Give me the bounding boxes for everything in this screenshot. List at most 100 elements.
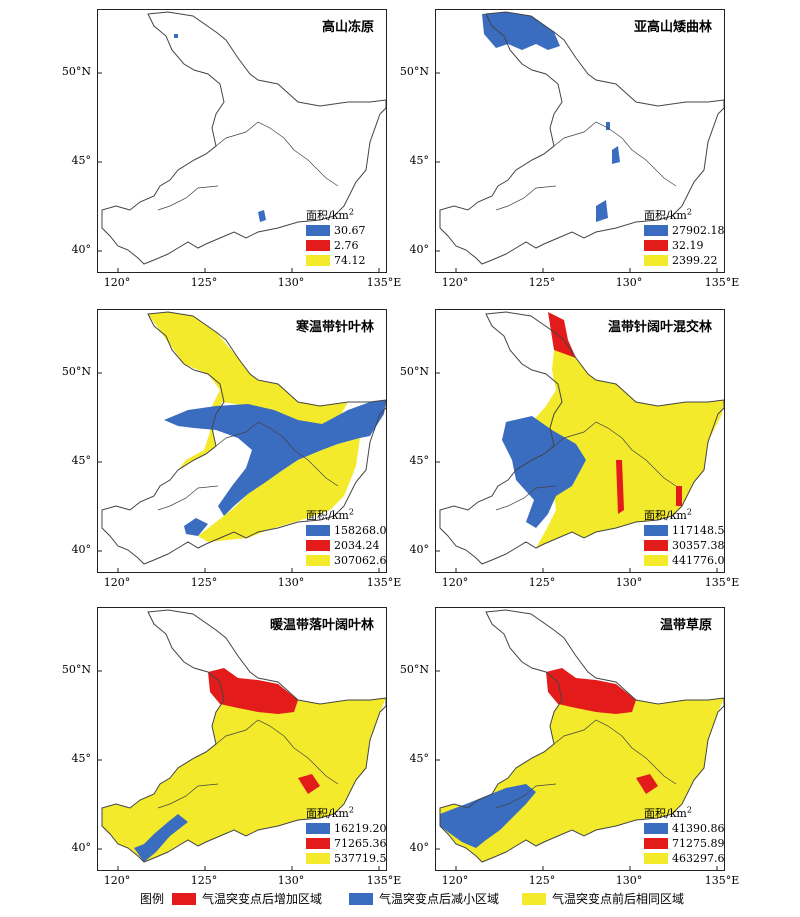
y-tick-label: 40°: [409, 243, 430, 256]
x-tick-label: 135°E: [704, 276, 740, 289]
same-region: [440, 698, 724, 862]
legend-swatch: [644, 239, 668, 251]
legend-decrease-label: 气温突变点后减小区域: [379, 892, 500, 906]
increase-value: 71275.89: [672, 836, 725, 850]
x-tick-label: 135°E: [366, 874, 402, 887]
area-legend-row: 30357.38: [644, 538, 725, 552]
x-tick-label: 135°E: [704, 874, 740, 887]
area-legend-title: 面积/km2: [306, 507, 354, 522]
same-value: 441776.05: [672, 553, 725, 567]
decrease-region: [502, 416, 586, 528]
x-tick-label: 125°: [528, 276, 556, 289]
x-tick-label: 120°: [103, 874, 131, 887]
same-value: 74.12: [334, 253, 366, 267]
legend-swatch: [644, 852, 668, 864]
area-legend-row: 27902.18: [644, 223, 725, 237]
y-tick-label: 40°: [71, 841, 92, 854]
province-border: [157, 421, 339, 511]
legend-swatch: [306, 539, 330, 551]
area-legend-row: 71275.89: [644, 836, 725, 850]
y-tick-label: 45°: [409, 154, 430, 167]
same-swatch: [522, 892, 546, 905]
y-tick-label: 45°: [409, 752, 430, 765]
map-panel: 高山冻原 面积/km2 30.67 2.76 74.12: [97, 9, 387, 273]
legend-swatch: [644, 837, 668, 849]
region-outline: [439, 11, 724, 265]
area-legend-row: 537719.56: [306, 852, 386, 865]
area-legend-row: 307062.69: [306, 554, 386, 567]
legend-swatch: [306, 254, 330, 266]
decrease-region: [482, 12, 560, 50]
legend-item-same: 气温突变点前后相同区域: [522, 890, 684, 907]
y-tick-label: 50°N: [399, 65, 429, 78]
panel-title: 寒温带针叶林: [295, 320, 374, 335]
y-tick-label: 50°N: [61, 365, 91, 378]
x-tick-label: 130°: [615, 276, 643, 289]
x-tick-label: 120°: [103, 276, 131, 289]
area-legend-row: 2.76: [306, 238, 359, 252]
x-tick-label: 130°: [277, 874, 305, 887]
x-tick-label: 125°: [528, 874, 556, 887]
x-tick-label: 130°: [615, 576, 643, 589]
area-legend-row: 16219.20: [306, 822, 386, 835]
increase-value: 2.76: [334, 238, 359, 252]
area-legend-row: 441776.05: [644, 553, 725, 567]
x-tick-label: 125°: [190, 874, 218, 887]
map-graphic: [98, 609, 386, 870]
increase-region: [208, 668, 298, 714]
y-tick-label: 40°: [409, 543, 430, 556]
y-tick-label: 45°: [71, 454, 92, 467]
y-tick-label: 40°: [71, 243, 92, 256]
area-legend-row: 30.67: [306, 224, 366, 237]
decrease-region: [184, 518, 208, 536]
area-legend-title: 面积/km2: [644, 507, 692, 522]
decrease-value: 27902.18: [672, 223, 725, 237]
increase-region: [546, 668, 636, 714]
y-tick-label: 45°: [71, 752, 92, 765]
increase-value: 30357.38: [672, 538, 725, 552]
x-tick-label: 125°: [190, 276, 218, 289]
panel-title: 暖温带落叶阔叶林: [269, 618, 374, 633]
decrease-region: [258, 210, 266, 222]
province-border: [495, 421, 677, 511]
legend-swatch: [644, 224, 668, 236]
legend-swatch: [644, 822, 668, 834]
x-tick-label: 135°E: [366, 276, 402, 289]
x-tick-label: 125°: [190, 576, 218, 589]
area-legend-title: 面积/km2: [644, 207, 692, 222]
area-legend-row: 463297.62: [644, 851, 725, 865]
increase-region: [676, 486, 682, 506]
y-tick-label: 45°: [71, 154, 92, 167]
decrease-region: [596, 200, 608, 222]
legend-swatch: [644, 524, 668, 536]
area-legend-title: 面积/km2: [306, 805, 354, 820]
map-legend: 图例 气温突变点后增加区域 气温突变点后减小区域 气温突变点前后相同区域: [0, 890, 800, 910]
increase-value: 2034.24: [334, 538, 380, 552]
legend-swatch: [306, 852, 330, 864]
legend-item-increase: 气温突变点后增加区域: [172, 890, 322, 907]
same-value: 463297.62: [672, 851, 725, 865]
legend-same-label: 气温突变点前后相同区域: [552, 892, 685, 906]
legend-swatch: [644, 554, 668, 566]
legend-item-decrease: 气温突变点后减小区域: [349, 890, 499, 907]
area-legend-row: 158268.04: [306, 524, 386, 537]
map-graphic: [98, 11, 386, 272]
panel-title: 温带针阔叶混交林: [607, 320, 712, 335]
x-tick-label: 120°: [103, 576, 131, 589]
legend-swatch: [644, 254, 668, 266]
region-outline: [439, 609, 724, 863]
legend-swatch: [644, 539, 668, 551]
y-tick-label: 50°N: [399, 365, 429, 378]
y-tick-label: 50°N: [61, 65, 91, 78]
province-border: [495, 121, 677, 211]
area-legend-row: 32.19: [644, 239, 704, 252]
same-region: [148, 312, 348, 470]
map-panel: 亚高山矮曲林 面积/km2 27902.18 32.19 2399.22: [435, 9, 725, 273]
x-tick-label: 130°: [277, 276, 305, 289]
map-graphic: [98, 311, 386, 572]
x-tick-label: 135°E: [704, 576, 740, 589]
x-tick-label: 130°: [615, 874, 643, 887]
